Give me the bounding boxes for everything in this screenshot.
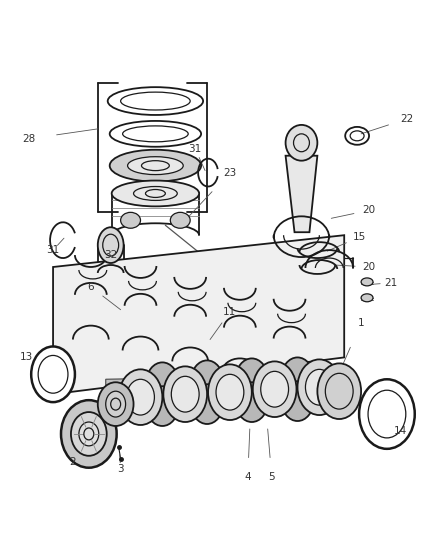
Ellipse shape [119, 369, 162, 425]
Ellipse shape [110, 150, 201, 182]
Ellipse shape [297, 359, 341, 415]
Ellipse shape [106, 391, 126, 417]
Ellipse shape [216, 374, 244, 410]
Text: 4: 4 [244, 472, 251, 482]
Ellipse shape [191, 360, 223, 400]
Ellipse shape [282, 381, 314, 421]
Ellipse shape [146, 386, 178, 426]
Text: 15: 15 [353, 232, 366, 242]
Ellipse shape [286, 125, 318, 160]
Text: 31: 31 [188, 144, 202, 154]
Ellipse shape [318, 364, 361, 419]
Ellipse shape [98, 382, 134, 426]
Text: 28: 28 [23, 134, 36, 144]
Ellipse shape [127, 157, 183, 175]
Ellipse shape [163, 366, 207, 422]
Polygon shape [286, 156, 318, 232]
Ellipse shape [31, 346, 75, 402]
Ellipse shape [236, 358, 268, 398]
Ellipse shape [61, 400, 117, 468]
Ellipse shape [146, 362, 178, 402]
Ellipse shape [236, 382, 268, 422]
Text: 5: 5 [268, 472, 275, 482]
Text: 22: 22 [400, 114, 413, 124]
Polygon shape [53, 235, 344, 394]
Ellipse shape [112, 181, 199, 206]
Ellipse shape [191, 384, 223, 424]
Ellipse shape [253, 361, 297, 417]
Ellipse shape [127, 379, 155, 415]
Text: 11: 11 [223, 306, 237, 317]
Ellipse shape [359, 379, 415, 449]
Ellipse shape [361, 294, 373, 302]
Text: 20: 20 [363, 262, 376, 272]
Text: 23: 23 [223, 167, 237, 177]
Ellipse shape [361, 278, 373, 286]
Ellipse shape [305, 369, 333, 405]
Text: 14: 14 [394, 426, 407, 436]
Ellipse shape [171, 376, 199, 412]
Text: 1: 1 [358, 318, 364, 328]
Text: 20: 20 [363, 205, 376, 215]
Text: 13: 13 [20, 352, 33, 362]
Ellipse shape [170, 212, 190, 228]
Ellipse shape [282, 358, 314, 397]
Text: 32: 32 [104, 250, 117, 260]
Ellipse shape [120, 212, 141, 228]
Ellipse shape [79, 422, 99, 446]
Ellipse shape [98, 227, 124, 263]
Text: 3: 3 [117, 464, 124, 474]
Ellipse shape [208, 365, 252, 420]
Ellipse shape [261, 372, 289, 407]
Text: 6: 6 [88, 282, 94, 292]
Text: 31: 31 [46, 245, 60, 255]
Text: 2: 2 [70, 457, 76, 467]
Text: 21: 21 [384, 278, 398, 288]
Ellipse shape [71, 412, 107, 456]
Polygon shape [106, 374, 349, 419]
